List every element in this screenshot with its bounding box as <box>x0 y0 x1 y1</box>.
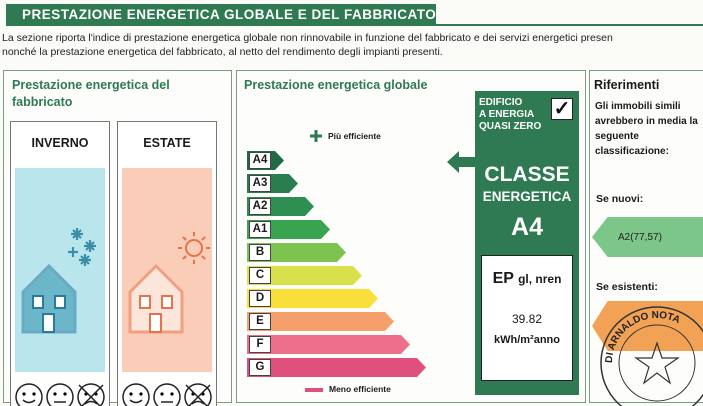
minus-icon <box>305 388 323 392</box>
notary-stamp-icon: DI ARNALDO NOTA <box>600 306 703 406</box>
energy-class-row-e: E <box>247 312 394 331</box>
energy-class-label: A2 <box>249 198 271 215</box>
new-buildings-class-value: A2(77,57) <box>618 232 662 243</box>
intro-line-2: nonché la prestazione energetica del fab… <box>2 46 443 58</box>
new-buildings-label: Se nuovi: <box>596 193 644 205</box>
intro-line-1: La sezione riporta l'indice di prestazio… <box>2 32 613 44</box>
energy-class-label: E <box>249 313 271 330</box>
hot-house-icon <box>128 232 210 334</box>
energy-class-bar-d <box>247 289 378 308</box>
references-panel: Riferimenti Gli immobili simili avrebber… <box>589 70 703 406</box>
building-panel-title: Prestazione energetica del fabbricato <box>12 77 170 111</box>
energy-class-label: A1 <box>249 221 271 238</box>
energy-class-label: G <box>249 359 271 376</box>
summer-rating-faces <box>120 378 214 406</box>
energy-class-bar-b <box>247 243 346 262</box>
nzeb-checkbox: ✓ <box>551 98 573 120</box>
energy-class-label: C <box>249 267 271 284</box>
energy-class-bar-g <box>247 358 426 377</box>
energy-class-row-c: C <box>247 266 362 285</box>
plus-icon <box>310 130 322 142</box>
more-efficient-label: Più efficiente <box>328 131 381 141</box>
energy-class-value: A4 <box>511 213 543 241</box>
building-title-line-2: fabbricato <box>12 95 73 109</box>
happy-face-icon <box>14 383 43 406</box>
energy-class-row-f: F <box>247 335 410 354</box>
energy-class-row-a4: A4 <box>247 151 284 170</box>
svg-text:DI ARNALDO NOTA: DI ARNALDO NOTA <box>604 310 682 363</box>
existing-buildings-label: Se esistenti: <box>596 281 658 293</box>
neutral-face-icon <box>153 383 181 406</box>
summer-color-area <box>122 168 212 372</box>
energy-class-label: A4 <box>249 152 271 169</box>
building-title-line-1: Prestazione energetica del <box>12 78 170 92</box>
energy-class-row-a3: A3 <box>247 174 298 193</box>
winter-label: INVERNO <box>31 136 89 150</box>
nzeb-label: EDIFICIO A ENERGIA QUASI ZERO <box>479 97 542 132</box>
energy-class-label: B <box>249 244 271 261</box>
section-header: PRESTAZIONE ENERGETICA GLOBALE E DEL FAB… <box>6 4 436 26</box>
happy-face-icon <box>121 383 150 406</box>
ep-label: EP gl, nren <box>482 270 572 288</box>
summer-label: ESTATE <box>143 136 191 150</box>
ep-box: EP gl, nren 39.82 kWh/m²anno <box>481 255 573 381</box>
energy-class-bar-f <box>247 335 410 354</box>
global-panel-title: Prestazione energetica globale <box>244 78 428 92</box>
stamp-text: DI ARNALDO NOTA <box>604 310 682 363</box>
energy-class-label: A3 <box>249 175 271 192</box>
neutral-face-icon <box>46 383 74 406</box>
energy-class-label: F <box>249 336 271 353</box>
ep-main: EP <box>492 270 514 287</box>
building-performance-panel: Prestazione energetica del fabbricato IN… <box>3 70 232 406</box>
selected-class-pointer-icon <box>447 151 477 173</box>
ep-value: 39.82 <box>511 312 543 326</box>
cold-house-icon <box>21 228 96 334</box>
energy-class-box: EDIFICIO A ENERGIA QUASI ZERO ✓ CLASSE E… <box>475 91 579 395</box>
less-efficient-label: Meno efficiente <box>329 384 391 394</box>
intro-text: La sezione riporta l'indice di prestazio… <box>2 31 703 59</box>
winter-box: INVERNO <box>10 121 110 406</box>
energy-class-row-b: B <box>247 243 346 262</box>
energy-class-label: D <box>249 290 271 307</box>
ep-unit: kWh/m²anno <box>494 334 560 346</box>
winter-rating-faces <box>13 378 107 406</box>
energy-class-row-d: D <box>247 289 378 308</box>
section-title: PRESTAZIONE ENERGETICA GLOBALE E DEL FAB… <box>22 7 437 22</box>
global-performance-panel: Prestazione energetica globale Più effic… <box>236 70 586 403</box>
energy-class-row-g: G <box>247 358 426 377</box>
energy-class-bar-c <box>247 266 362 285</box>
references-title: Riferimenti <box>594 78 660 92</box>
energy-class-row-a2: A2 <box>247 197 314 216</box>
winter-color-area <box>15 168 105 372</box>
energy-class-bar-e <box>247 312 394 331</box>
ep-sub: gl, nren <box>518 272 562 286</box>
summer-box: ESTATE <box>117 121 217 406</box>
classe-label: CLASSE <box>484 163 570 186</box>
new-buildings-class-arrow <box>592 217 703 257</box>
sad-face-icon-selected <box>77 383 106 406</box>
header-rule <box>436 24 703 26</box>
energy-class-row-a1: A1 <box>247 220 330 239</box>
sad-face-icon-selected <box>184 383 213 406</box>
energetica-label: ENERGETICA <box>482 189 572 204</box>
references-text: Gli immobili simili avrebbero in media l… <box>595 101 698 157</box>
